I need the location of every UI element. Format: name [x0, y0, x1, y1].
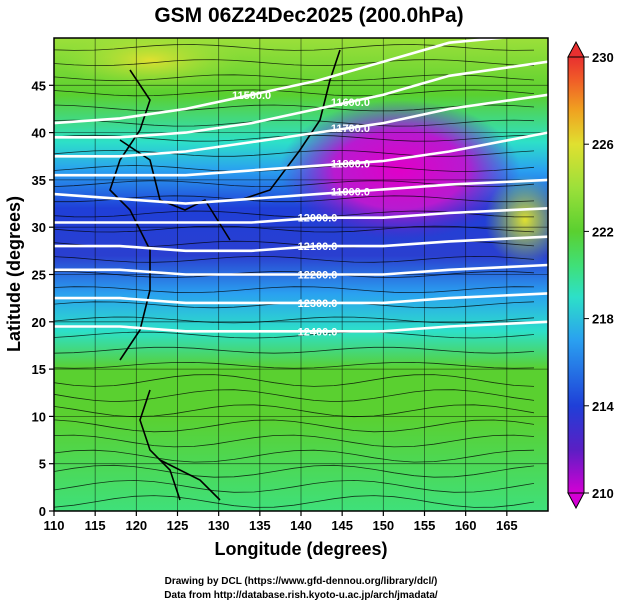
contour-label: 11700.0: [331, 123, 370, 135]
streamline: [54, 361, 535, 369]
credit-line-2: Data from http://database.rish.kyoto-u.a…: [164, 590, 438, 601]
y-tick-label: 5: [39, 457, 46, 472]
warm-region-north: [60, 38, 240, 90]
cold-core-region: [280, 100, 520, 240]
streamline: [54, 316, 535, 324]
x-tick-label: 110: [44, 518, 65, 533]
contour-label: 11600.0: [331, 97, 370, 109]
contour-label: 12000.0: [298, 213, 338, 225]
x-tick-label: 155: [414, 518, 436, 533]
streamline: [54, 404, 535, 418]
y-tick-label: 35: [32, 173, 46, 188]
contour-label: 11800.0: [331, 158, 370, 170]
streamline: [54, 346, 535, 354]
x-tick-label: 165: [496, 518, 518, 533]
x-tick-label: 140: [290, 518, 312, 533]
streamline: [54, 331, 535, 339]
streamline: [54, 374, 535, 387]
y-tick-label: 15: [32, 362, 46, 377]
contour-line: [54, 263, 548, 276]
streamline: [54, 104, 535, 112]
y-tick-label: 30: [32, 220, 46, 235]
streamline: [54, 286, 535, 294]
contour-line: [54, 320, 548, 333]
colorbar-tick-label: 218: [592, 312, 614, 327]
y-tick-label: 25: [32, 268, 46, 283]
streamline: [54, 44, 535, 51]
streamline: [54, 59, 535, 67]
y-tick-label: 40: [32, 126, 46, 141]
streamline: [54, 225, 535, 233]
x-tick-label: 150: [372, 518, 394, 533]
colorbar-tick-label: 226: [592, 137, 614, 152]
streamline: [54, 389, 535, 403]
x-axis-ticks: 110 115 120 125 130 135 140 145 150 155 160 165: [44, 511, 518, 533]
chart-title: GSM 06Z24Dec2025 (200.0hPa): [154, 4, 463, 27]
x-tick-label: 135: [249, 518, 271, 533]
contour-line: [54, 60, 548, 139]
x-tick-label: 115: [85, 518, 106, 533]
contour-label: 12300.0: [298, 298, 338, 310]
y-axis-ticks: 0 5 10 15 20 25 30 35 40 45: [32, 78, 54, 519]
plot-area: 11500.0 11600.0 11700.0 11800.0 11900.0 12000…: [54, 38, 548, 511]
colorbar-tick-label: 214: [592, 399, 614, 414]
contour-line: [54, 235, 548, 253]
colorbar: 230 226 222 218 214 210: [567, 40, 614, 510]
x-axis-label: Longitude (degrees): [214, 539, 387, 559]
x-tick-label: 160: [455, 518, 477, 533]
y-tick-label: 45: [32, 78, 46, 93]
streamline: [54, 479, 535, 493]
y-tick-label: 20: [32, 315, 46, 330]
contour-line: [54, 38, 513, 125]
contour-label: 11500.0: [232, 90, 271, 102]
streamline: [54, 464, 535, 478]
y-tick-label: 10: [32, 409, 46, 424]
contour-line: [54, 292, 548, 305]
streamline: [54, 495, 535, 508]
colorbar-tick-label: 222: [592, 224, 614, 239]
warm-region-east: [485, 175, 548, 265]
streamline: [54, 419, 535, 433]
x-tick-label: 125: [167, 518, 189, 533]
colorbar-max-arrow: [567, 40, 585, 58]
colorbar-min-arrow: [567, 492, 585, 510]
contour-label: 12100.0: [298, 241, 338, 253]
colorbar-scale: [567, 56, 585, 494]
contour-label: 12200.0: [298, 270, 338, 282]
y-axis-label: Latitude (degrees): [4, 196, 24, 352]
colorbar-tick-label: 210: [592, 486, 614, 501]
streamline: [54, 119, 535, 127]
streamline: [54, 449, 535, 463]
colorbar-tick-label: 230: [592, 50, 614, 65]
credit-line-1: Drawing by DCL (https://www.gfd-dennou.o…: [165, 576, 438, 587]
contour-line: [54, 93, 548, 158]
streamline: [54, 271, 535, 278]
contour-label: 11900.0: [331, 187, 370, 199]
streamline: [54, 255, 535, 263]
colorbar-ticks: 230 226 222 218 214 210: [584, 50, 614, 501]
contour-label: 12400.0: [298, 326, 338, 338]
streamline: [54, 89, 535, 97]
x-tick-label: 120: [125, 518, 147, 533]
streamline: [54, 434, 535, 448]
x-tick-label: 130: [208, 518, 230, 533]
streamline: [54, 149, 535, 157]
contour-line: [54, 131, 548, 177]
contour-line: [54, 178, 548, 205]
x-tick-label: 145: [331, 518, 353, 533]
height-contours: 11500.0 11600.0 11700.0 11800.0 11900.0 12000…: [54, 38, 548, 338]
y-tick-label: 0: [39, 504, 46, 519]
contour-line: [54, 207, 548, 224]
